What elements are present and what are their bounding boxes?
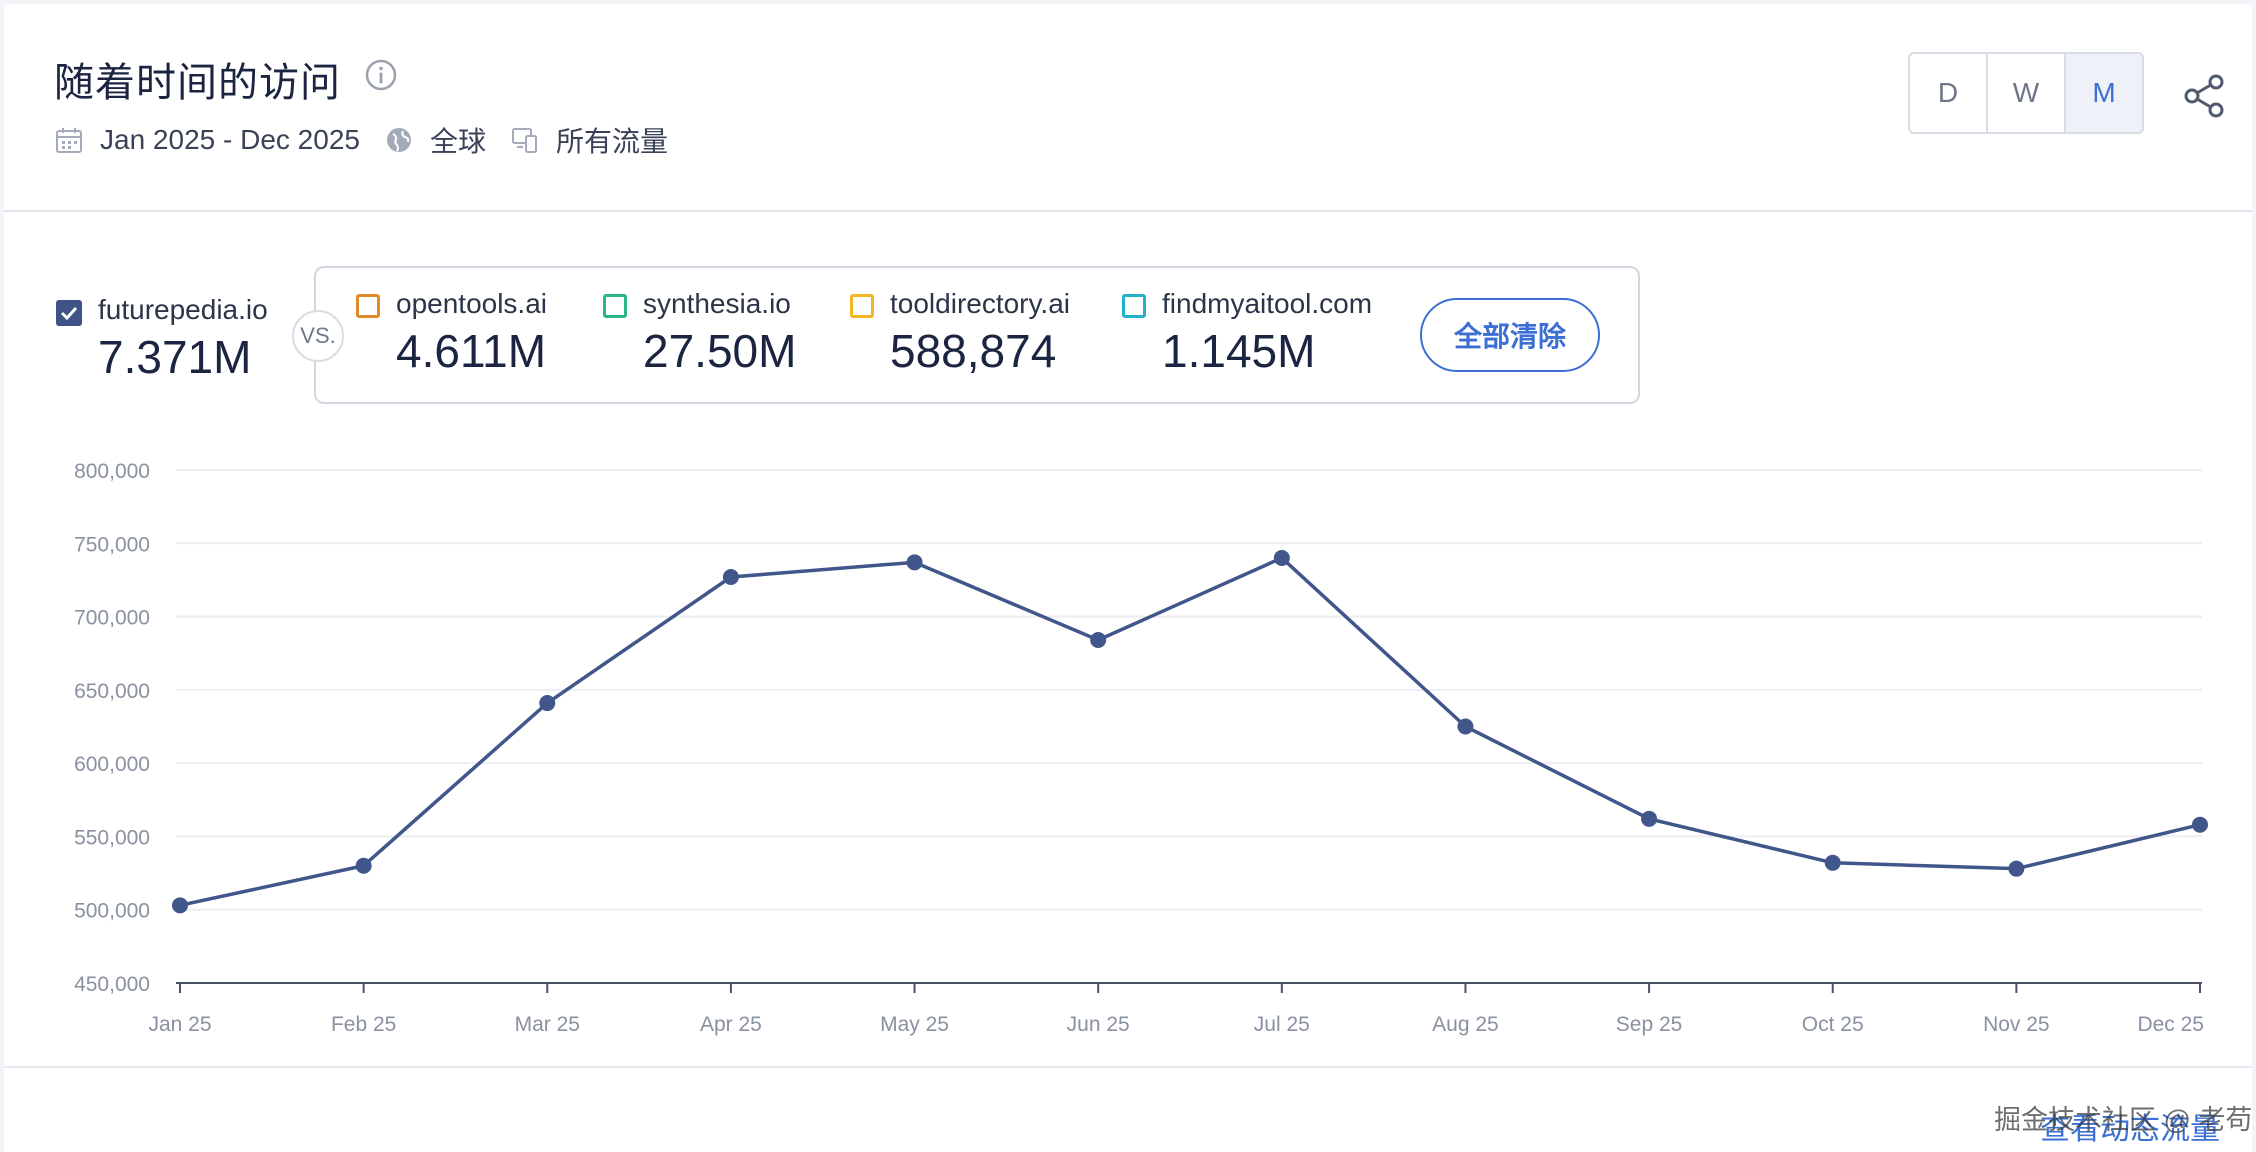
x-tick-label: Aug 25 bbox=[1432, 1013, 1499, 1036]
y-tick-label: 700,000 bbox=[74, 607, 150, 630]
competitor-value: 588,874 bbox=[890, 325, 1057, 377]
y-tick-label: 650,000 bbox=[74, 680, 150, 703]
competitor-name: findmyaitool.com bbox=[1162, 288, 1373, 319]
share-icon[interactable] bbox=[2180, 72, 2228, 120]
main-site-value: 7.371M bbox=[98, 331, 252, 383]
x-tick-label: Apr 25 bbox=[700, 1013, 762, 1036]
competitor-name: tooldirectory.ai bbox=[890, 288, 1071, 319]
y-tick-label: 750,000 bbox=[74, 533, 150, 556]
competitor-name: synthesia.io bbox=[643, 288, 791, 319]
x-tick-label: May 25 bbox=[880, 1013, 949, 1036]
data-point bbox=[1457, 718, 1474, 735]
info-icon[interactable] bbox=[364, 58, 398, 92]
x-tick-label: Oct 25 bbox=[1802, 1013, 1864, 1036]
data-point bbox=[1641, 810, 1658, 827]
competitor-value: 4.611M bbox=[396, 325, 547, 377]
period-month-button[interactable]: M bbox=[2066, 54, 2142, 132]
competitor-value: 27.50M bbox=[643, 325, 797, 377]
data-point bbox=[539, 695, 556, 712]
granularity-toggle: D W M bbox=[1908, 52, 2144, 134]
x-tick-label: Jul 25 bbox=[1254, 1013, 1310, 1036]
main-site-checkbox[interactable] bbox=[56, 300, 82, 326]
competitor-panel: opentools.ai 4.611M synthesia.io 27.50M … bbox=[314, 266, 1640, 404]
vs-badge: VS. bbox=[292, 310, 344, 362]
period-week-button[interactable]: W bbox=[1988, 54, 2066, 132]
page-title: 随着时间的访问 bbox=[54, 61, 341, 105]
data-point bbox=[2008, 860, 2025, 877]
data-point bbox=[2192, 816, 2208, 833]
data-point bbox=[1273, 549, 1290, 566]
competitor-checkbox[interactable] bbox=[1122, 294, 1146, 318]
data-point bbox=[355, 857, 372, 874]
y-tick-label: 550,000 bbox=[74, 826, 150, 849]
competitor-checkbox[interactable] bbox=[850, 294, 874, 318]
date-range: Jan 2025 - Dec 2025 bbox=[100, 124, 360, 155]
x-tick-label: Jan 25 bbox=[148, 1013, 211, 1036]
devices-icon bbox=[511, 128, 537, 153]
main-site-name: futurepedia.io bbox=[98, 294, 268, 325]
traffic-type: 所有流量 bbox=[555, 126, 668, 157]
watermark: 掘金技术社区 @ 老苟 bbox=[1994, 1105, 2253, 1135]
clear-all-button[interactable]: 全部清除 bbox=[1420, 298, 1600, 372]
competitor-checkbox[interactable] bbox=[356, 294, 380, 318]
globe-icon bbox=[386, 128, 411, 152]
period-day-button[interactable]: D bbox=[1910, 54, 1988, 132]
x-tick-label: Mar 25 bbox=[515, 1013, 580, 1036]
y-tick-label: 500,000 bbox=[74, 900, 150, 923]
data-point bbox=[172, 897, 188, 914]
competitor-name: opentools.ai bbox=[396, 288, 548, 319]
y-tick-label: 600,000 bbox=[74, 753, 150, 776]
region: 全球 bbox=[429, 126, 486, 157]
x-tick-label: Feb 25 bbox=[331, 1013, 396, 1036]
visits-over-time-card: 随着时间的访问 Jan 2025 - Dec 2025 全球 bbox=[4, 4, 2252, 1152]
competitor-value: 1.145M bbox=[1162, 325, 1316, 377]
y-tick-label: 450,000 bbox=[74, 973, 150, 996]
y-tick-label: 800,000 bbox=[74, 460, 150, 483]
data-point bbox=[906, 554, 923, 571]
x-tick-label: Jun 25 bbox=[1067, 1013, 1130, 1036]
x-tick-label: Dec 25 bbox=[2137, 1013, 2204, 1036]
calendar-icon bbox=[56, 128, 82, 153]
x-tick-label: Nov 25 bbox=[1983, 1013, 2050, 1036]
data-point bbox=[1824, 854, 1841, 871]
visits-line-chart: 450,000 500,000 550,000 600,000 650,000 700,0… bbox=[74, 460, 2208, 1036]
series-line bbox=[179, 556, 2201, 908]
card-header: 随着时间的访问 Jan 2025 - Dec 2025 全球 bbox=[4, 4, 2252, 212]
view-traffic-link[interactable]: 查看动态流量 bbox=[2040, 1113, 2220, 1146]
competitor-checkbox[interactable] bbox=[603, 294, 627, 318]
data-point bbox=[722, 568, 739, 585]
footer-divider bbox=[4, 1066, 2252, 1068]
filter-summary: Jan 2025 - Dec 2025 全球 所有流量 bbox=[54, 118, 692, 162]
x-tick-label: Sep 25 bbox=[1616, 1013, 1683, 1036]
data-point bbox=[1090, 632, 1107, 649]
